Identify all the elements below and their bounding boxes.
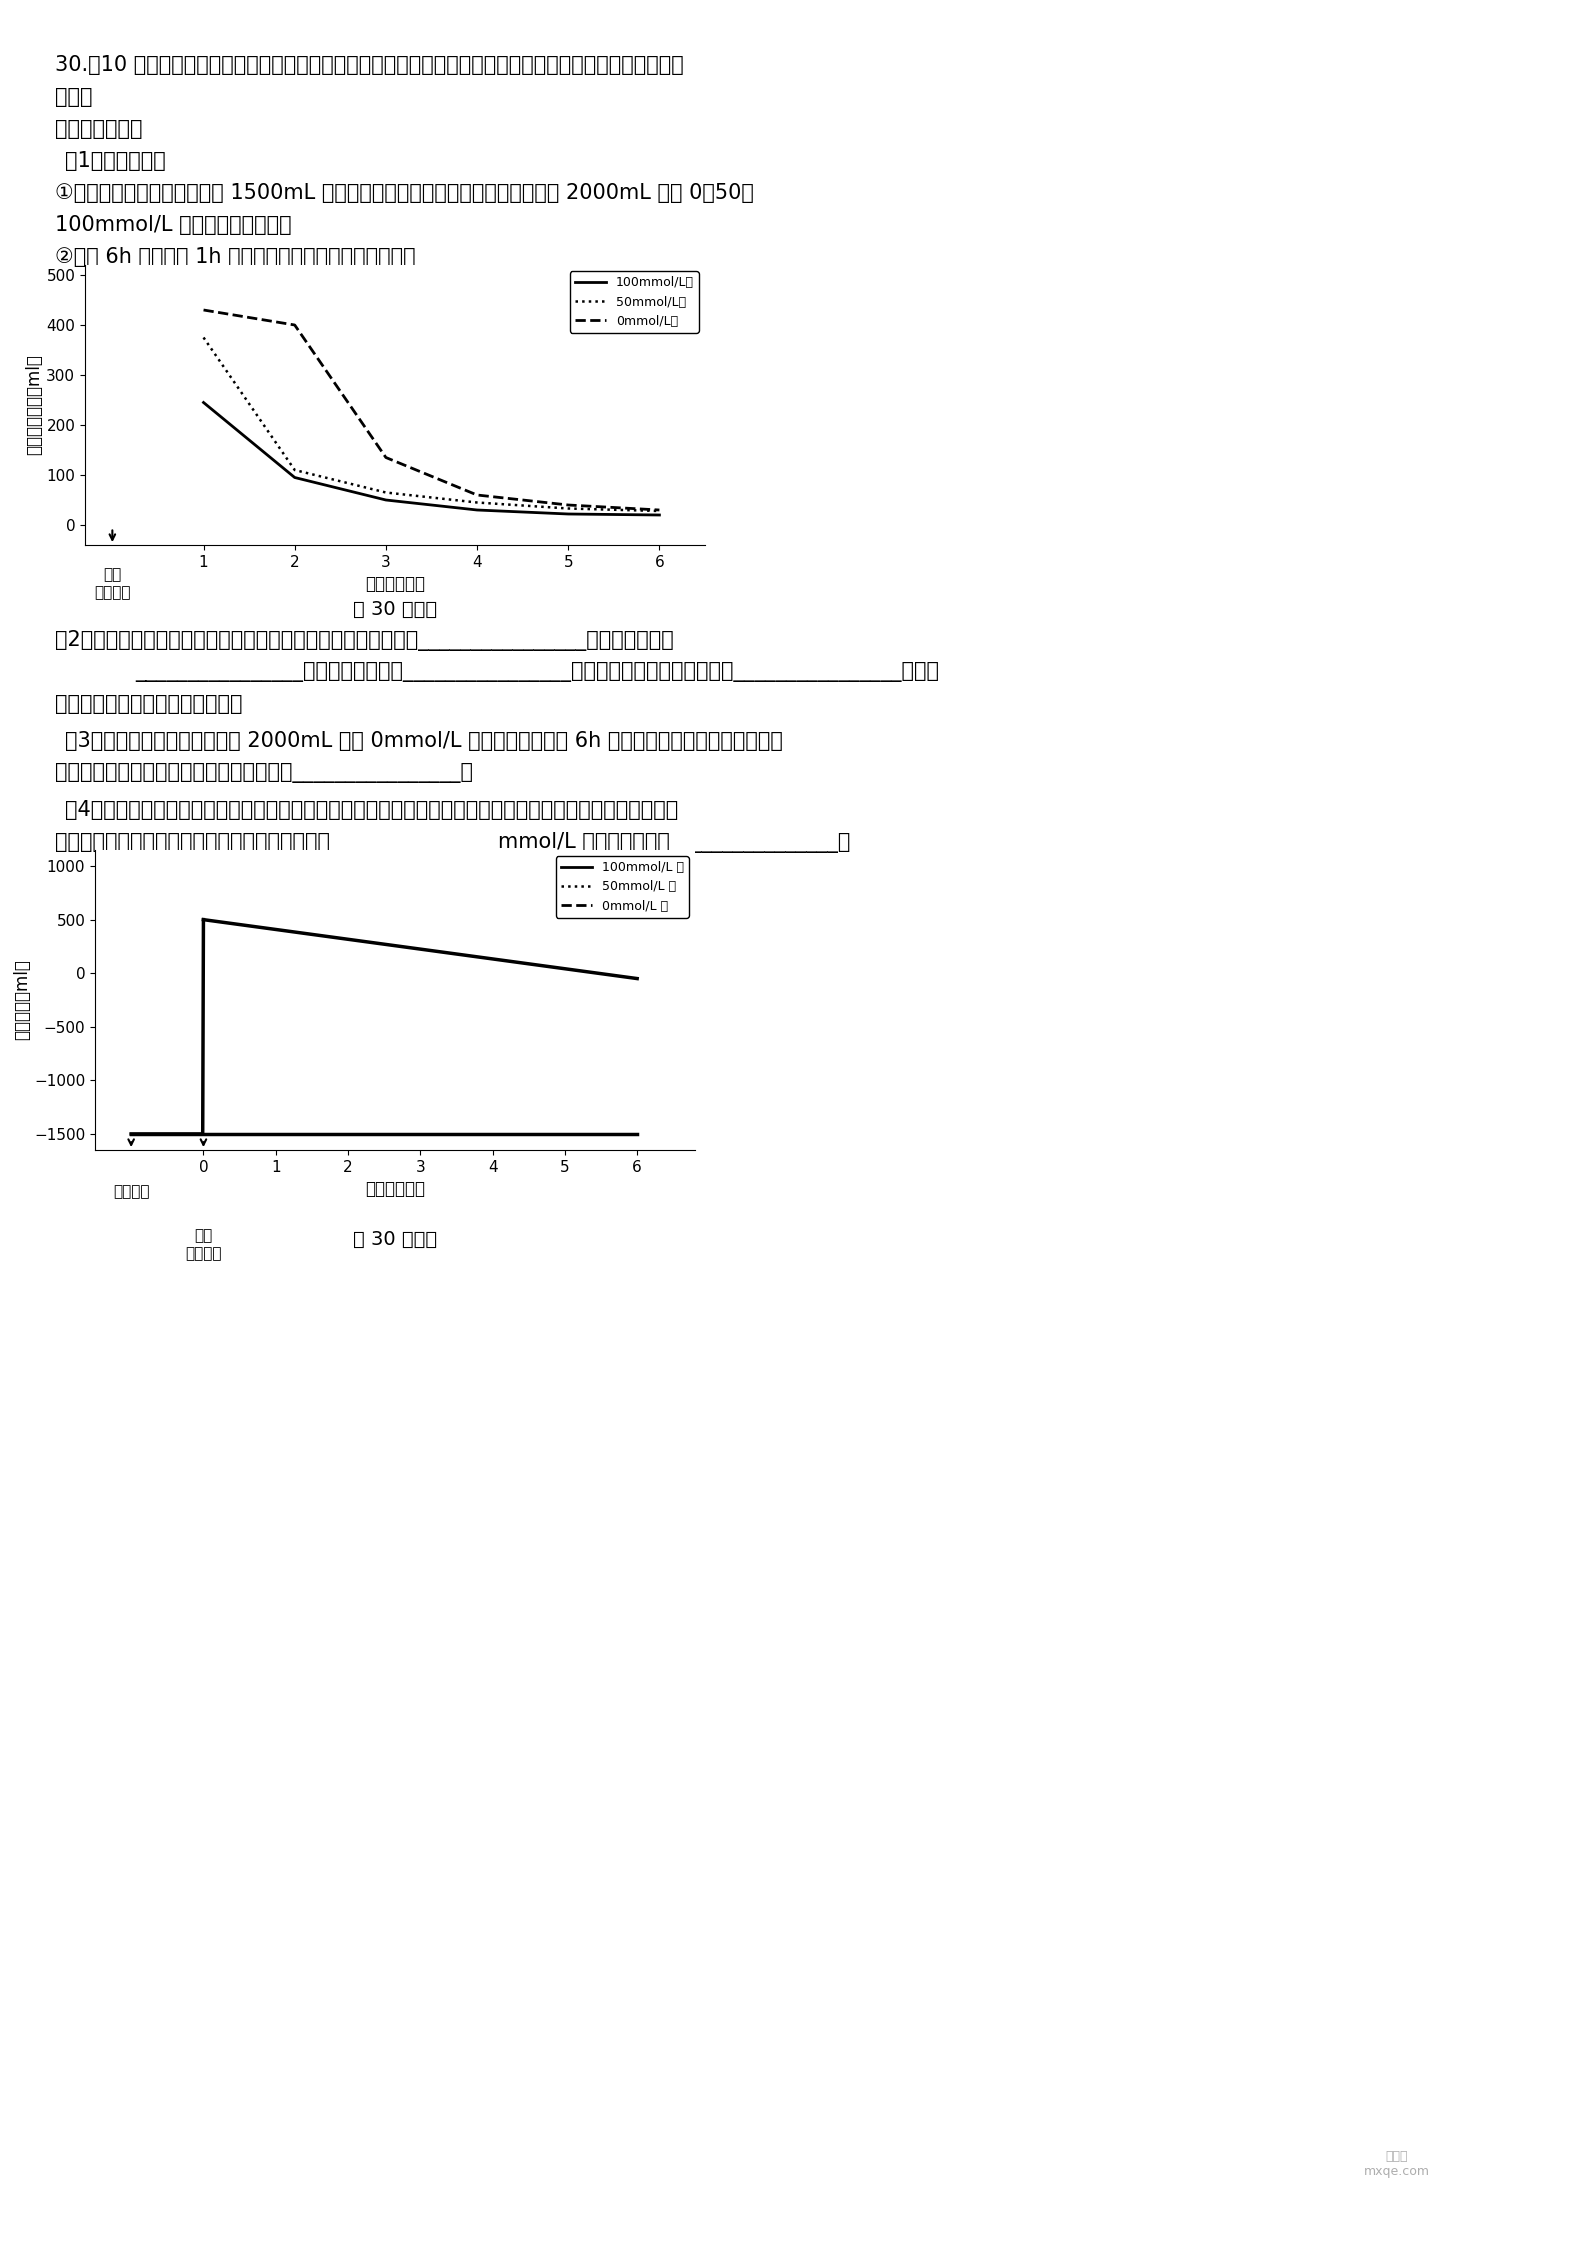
Text: 饮用
运动饮料: 饮用 运动饮料 xyxy=(94,568,130,599)
Text: ②之后 6h 内，每隔 1h 收集尿液，实验结果如图甲所示。: ②之后 6h 内，每隔 1h 收集尿液，实验结果如图甲所示。 xyxy=(56,247,416,267)
Text: （1）实验思路：: （1）实验思路： xyxy=(65,150,165,171)
Y-axis label: 平均尿液体积（ml）: 平均尿液体积（ml） xyxy=(25,355,43,456)
Text: 实验。: 实验。 xyxy=(56,88,92,108)
Text: 第 30 题图乙: 第 30 题图乙 xyxy=(352,1230,436,1248)
Text: （4）请在图乙中补充实验过程中三组参与者的净体液量曲线（不考虑体表蒸发量）。根据实验结果，就补充水: （4）请在图乙中补充实验过程中三组参与者的净体液量曲线（不考虑体表蒸发量）。根据… xyxy=(65,799,678,819)
Legend: 100mmol/L钠, 50mmol/L钠, 0mmol/L钠: 100mmol/L钠, 50mmol/L钠, 0mmol/L钠 xyxy=(570,272,698,332)
Legend: 100mmol/L 钠, 50mmol/L 钠, 0mmol/L 钠: 100mmol/L 钠, 50mmol/L 钠, 0mmol/L 钠 xyxy=(555,855,689,918)
Text: 分而言，在运动员运动结束后，你会推荐含钠量为________________mmol/L 的饮料，理由是________________。: 分而言，在运动员运动结束后，你会推荐含钠量为________________mm… xyxy=(56,833,851,853)
Text: 运动完毕: 运动完毕 xyxy=(113,1183,149,1199)
Text: （3）某参与者运动完补充的是 2000mL 含有 0mmol/L 钠的运动饮料，但 6h 后实验结果是其净体液量（体液: （3）某参与者运动完补充的是 2000mL 含有 0mmol/L 钠的运动饮料，… xyxy=(65,732,782,752)
Text: 30.（10 分）为研究含三种含钠量不同的运动饮料的补水效果，某研究小组开展了一项有关运动后补充水分的: 30.（10 分）为研究含三种含钠量不同的运动饮料的补水效果，某研究小组开展了一… xyxy=(56,54,684,74)
Text: 量与运动前体液量差值）出现负值，原因是________________。: 量与运动前体液量差值）出现负值，原因是________________。 xyxy=(56,763,473,784)
X-axis label: 时间（小时）: 时间（小时） xyxy=(365,1181,425,1199)
Y-axis label: 净体液量（ml）: 净体液量（ml） xyxy=(13,959,32,1039)
X-axis label: 时间（小时）: 时间（小时） xyxy=(365,575,425,593)
Text: 100mmol/L 钠的三种运动饮料。: 100mmol/L 钠的三种运动饮料。 xyxy=(56,216,292,236)
Text: 第 30 题图甲: 第 30 题图甲 xyxy=(352,599,436,620)
Text: 回答下列问题：: 回答下列问题： xyxy=(56,119,143,139)
Text: ________________调节的结果。同时________________释放的抗利尿激素增加，促进________________和集合: ________________调节的结果。同时________________… xyxy=(135,662,940,682)
Text: 饮用
运动饮料: 饮用 运动饮料 xyxy=(186,1228,222,1262)
Text: 管对水分的重吸收，使尿量减少。: 管对水分的重吸收，使尿量减少。 xyxy=(56,694,243,714)
Text: 答案圈
mxqe.com: 答案圈 mxqe.com xyxy=(1363,2151,1430,2178)
Text: （2）参与者在运动过程中汗腺分泌量会增大，皮肤毛细血管出现________________现象，这主要是: （2）参与者在运动过程中汗腺分泌量会增大，皮肤毛细血管出现___________… xyxy=(56,631,674,651)
Text: ①让参与者进行运动直至流失 1500mL 水分，然后把他们随机分成三组，分别饮用 2000mL 含有 0、50、: ①让参与者进行运动直至流失 1500mL 水分，然后把他们随机分成三组，分别饮用… xyxy=(56,184,754,202)
